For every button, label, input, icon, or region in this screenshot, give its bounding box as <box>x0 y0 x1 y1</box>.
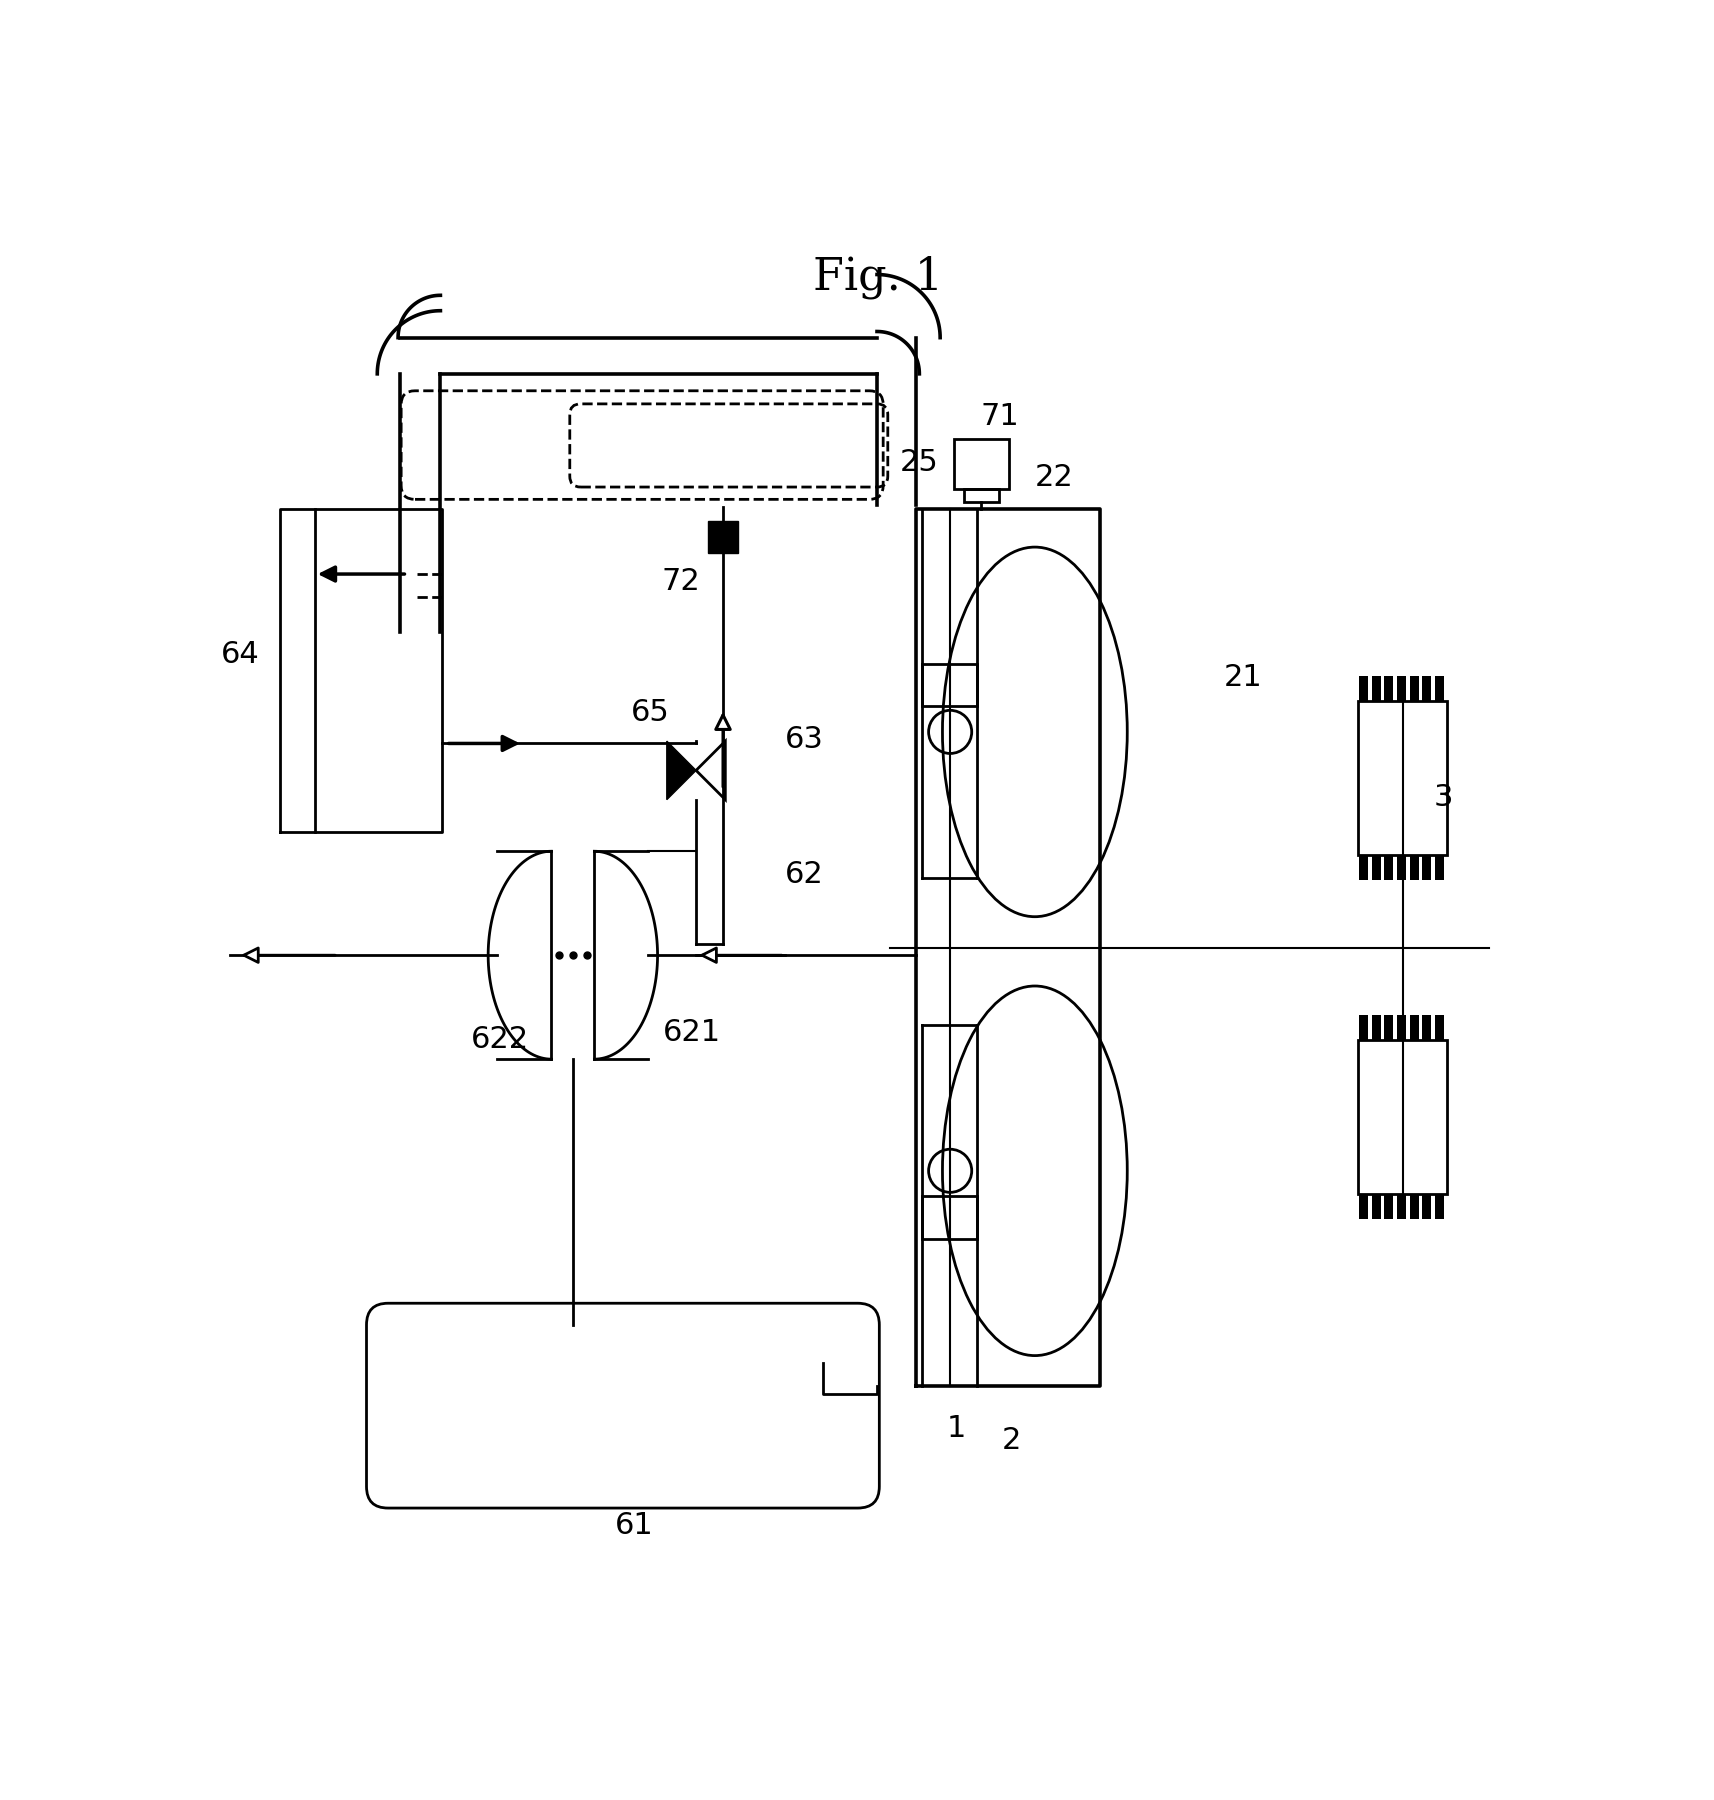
Bar <box>1421 1015 1431 1040</box>
Bar <box>1383 855 1393 880</box>
Polygon shape <box>667 742 696 799</box>
Bar <box>1371 855 1380 880</box>
Text: 3: 3 <box>1433 783 1452 812</box>
Bar <box>1357 700 1447 855</box>
Bar <box>1409 677 1417 702</box>
Text: 621: 621 <box>663 1017 722 1046</box>
Text: 622: 622 <box>470 1026 528 1055</box>
Text: 21: 21 <box>1222 664 1262 693</box>
Text: 25: 25 <box>900 448 938 477</box>
Bar <box>1435 1193 1443 1219</box>
Bar <box>1383 1015 1393 1040</box>
Bar <box>1357 1193 1368 1219</box>
Bar <box>1371 1015 1380 1040</box>
Bar <box>1409 1193 1417 1219</box>
Bar <box>1421 677 1431 702</box>
Bar <box>1435 855 1443 880</box>
Text: Fig. 1: Fig. 1 <box>812 256 943 299</box>
Text: 1: 1 <box>946 1415 965 1444</box>
Bar <box>1357 677 1368 702</box>
Bar <box>1383 1193 1393 1219</box>
Bar <box>1435 677 1443 702</box>
Text: 72: 72 <box>662 567 699 596</box>
Bar <box>1409 1015 1417 1040</box>
Bar <box>1371 677 1380 702</box>
Bar <box>1397 1193 1405 1219</box>
Bar <box>1397 855 1405 880</box>
Text: 63: 63 <box>783 725 823 754</box>
Bar <box>1357 1040 1447 1193</box>
Text: 2: 2 <box>1001 1426 1022 1454</box>
Bar <box>1357 1015 1368 1040</box>
Text: 61: 61 <box>615 1510 653 1539</box>
Bar <box>1421 1193 1431 1219</box>
Bar <box>708 520 739 553</box>
Text: 65: 65 <box>631 698 668 727</box>
Text: 22: 22 <box>1034 463 1073 491</box>
Bar <box>1435 1015 1443 1040</box>
Bar <box>1371 1193 1380 1219</box>
Bar <box>1421 855 1431 880</box>
Bar <box>953 439 1010 490</box>
Bar <box>1409 855 1417 880</box>
Bar <box>1397 1015 1405 1040</box>
Bar <box>1357 855 1368 880</box>
Bar <box>1397 677 1405 702</box>
Bar <box>963 488 998 502</box>
Text: 71: 71 <box>980 401 1020 430</box>
Bar <box>920 664 977 706</box>
Bar <box>1383 677 1393 702</box>
Text: 64: 64 <box>221 641 259 670</box>
Bar <box>920 1197 977 1238</box>
Text: 62: 62 <box>783 860 823 889</box>
